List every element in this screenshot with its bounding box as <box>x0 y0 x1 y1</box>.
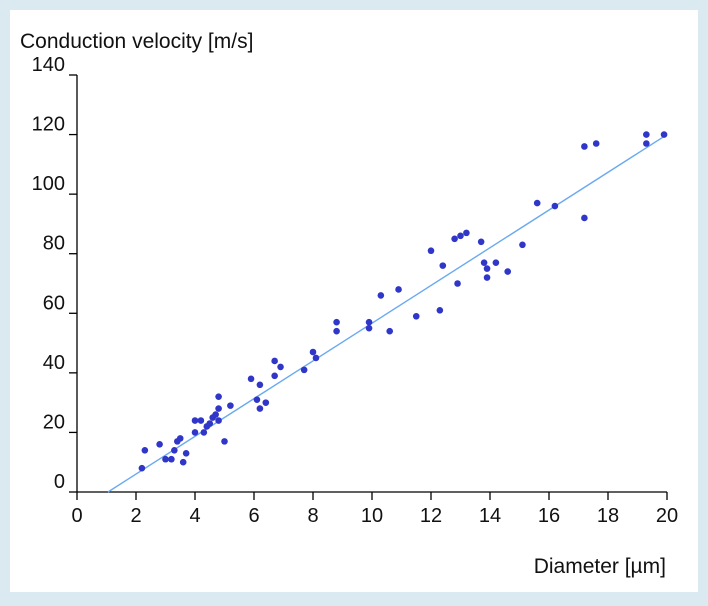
chart-panel: Conduction velocity [m/s] Diameter [µm] … <box>10 10 698 592</box>
data-point <box>377 292 385 299</box>
data-point <box>492 259 500 266</box>
data-point <box>200 429 208 436</box>
data-point <box>256 381 264 389</box>
x-tick-label: 20 <box>656 505 678 527</box>
data-point <box>333 327 340 335</box>
data-point <box>309 348 317 356</box>
x-tick-label: 10 <box>361 505 383 527</box>
data-point <box>271 357 278 365</box>
y-tick-label: 120 <box>32 114 65 136</box>
data-point <box>156 441 163 448</box>
data-point <box>162 455 169 463</box>
data-point <box>215 405 222 412</box>
data-point <box>454 280 461 287</box>
data-point <box>191 417 199 424</box>
x-tick-label: 14 <box>479 505 501 527</box>
data-point <box>457 232 464 240</box>
data-point <box>451 235 458 243</box>
data-point <box>333 318 340 326</box>
data-point <box>480 259 488 266</box>
data-point <box>253 396 261 403</box>
y-axis-title: Conduction velocity [m/s] <box>20 30 253 53</box>
data-point <box>176 435 184 442</box>
data-point <box>436 307 444 314</box>
data-points <box>138 131 668 472</box>
data-point <box>519 241 526 249</box>
y-tick-label: 20 <box>43 411 65 433</box>
data-point <box>551 202 559 210</box>
x-tick-label: 4 <box>189 505 200 527</box>
x-tick-label: 12 <box>420 505 442 527</box>
data-point <box>262 399 270 406</box>
data-point <box>477 238 485 246</box>
fit-line <box>107 133 668 493</box>
data-point <box>300 366 308 374</box>
y-tick-label: 100 <box>32 173 65 195</box>
data-point <box>581 214 588 222</box>
y-tick-label: 0 <box>54 471 65 493</box>
x-tick-label: 6 <box>248 505 259 527</box>
data-point <box>660 131 668 138</box>
x-tick-label: 0 <box>71 505 82 527</box>
y-tick-label: 80 <box>43 233 65 255</box>
data-point <box>533 199 541 207</box>
data-point <box>365 318 373 326</box>
data-point <box>592 140 600 147</box>
data-point <box>483 265 491 272</box>
data-point <box>227 402 234 409</box>
data-point <box>171 447 178 454</box>
y-tick-label: 140 <box>32 54 65 76</box>
axes: 0 20 40 60 80 100 120 140 0 2 4 6 8 10 12 14 16 18 20 <box>32 54 679 527</box>
data-point <box>483 274 491 281</box>
x-tick-label: 18 <box>597 505 619 527</box>
data-point <box>182 449 190 457</box>
data-point <box>215 417 222 424</box>
data-point <box>643 131 650 138</box>
data-point <box>504 268 512 275</box>
data-point <box>463 229 470 237</box>
data-point <box>312 354 320 362</box>
x-tick-label: 16 <box>538 505 560 527</box>
data-point <box>412 312 420 320</box>
data-point <box>277 363 284 371</box>
data-point <box>206 420 214 427</box>
data-point <box>138 464 146 472</box>
data-point <box>191 429 199 436</box>
data-point <box>247 375 255 383</box>
data-point <box>256 405 264 412</box>
data-point <box>215 393 222 400</box>
data-point <box>581 143 588 150</box>
x-axis-title: Diameter [µm] <box>534 555 666 578</box>
data-point <box>197 417 205 424</box>
data-point <box>271 372 278 380</box>
y-tick-label: 40 <box>43 352 65 374</box>
data-point <box>365 324 373 332</box>
x-tick-label: 8 <box>307 505 318 527</box>
data-point <box>221 438 228 445</box>
data-point <box>168 455 175 463</box>
fit-line-group <box>107 133 668 493</box>
data-point <box>179 458 187 466</box>
data-point <box>439 262 447 269</box>
data-point <box>386 327 394 335</box>
data-point <box>212 411 219 418</box>
x-tick-label: 2 <box>130 505 141 527</box>
data-point <box>427 247 435 255</box>
scatter-chart: Conduction velocity [m/s] Diameter [µm] … <box>20 30 679 578</box>
data-point <box>643 140 650 147</box>
y-tick-label: 60 <box>43 292 65 314</box>
data-point <box>395 286 402 293</box>
data-point <box>141 447 149 454</box>
